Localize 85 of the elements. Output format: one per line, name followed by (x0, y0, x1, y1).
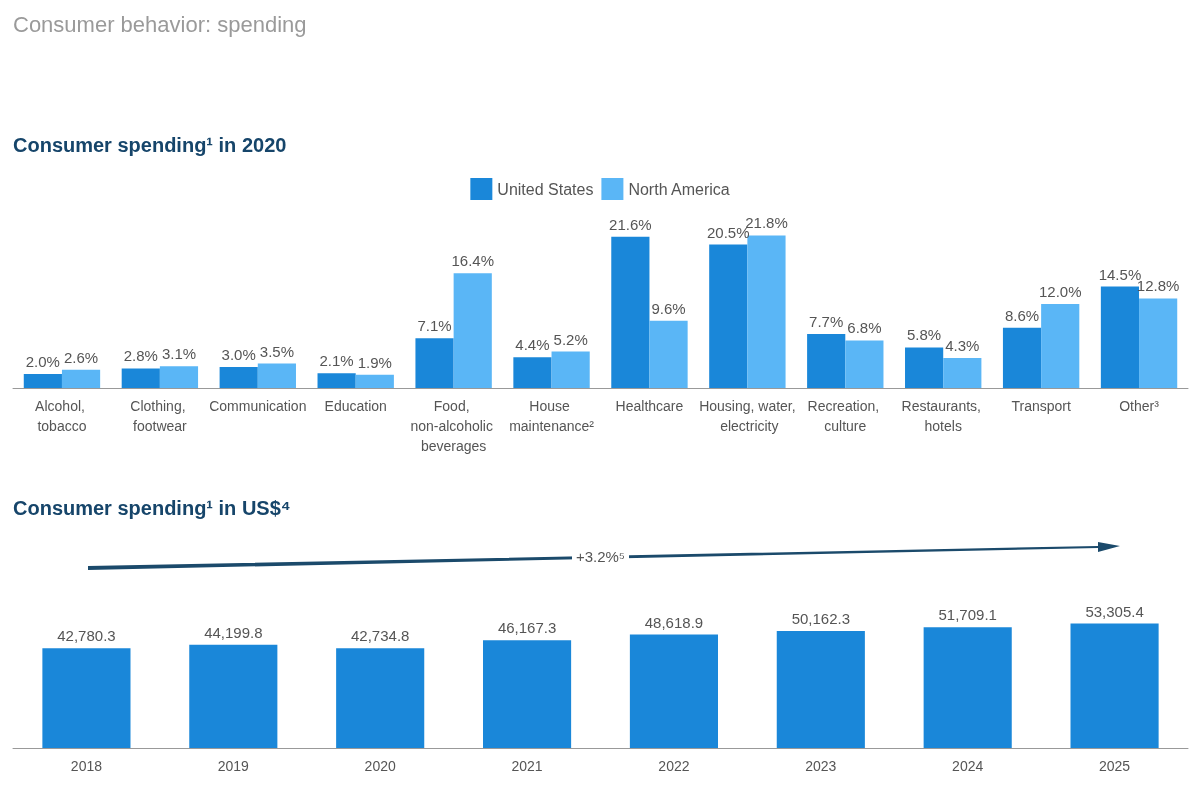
bar (709, 244, 748, 388)
data-label: 46,167.3 (497, 619, 557, 637)
bar (219, 367, 258, 388)
data-label: 44,199.8 (204, 623, 263, 641)
data-label: 4.4% (515, 336, 550, 354)
bar (747, 235, 786, 388)
data-label: 2.8% (123, 347, 158, 365)
x-tick-label: 2020 (364, 758, 396, 774)
x-tick-label: 2022 (658, 758, 690, 774)
data-label: 42,734.8 (350, 627, 410, 645)
data-label: 48,618.9 (644, 613, 704, 631)
x-tick-label: Housing, water, electricity (699, 398, 796, 434)
x-tick-label: 2023 (805, 758, 837, 774)
x-tick-label: Food, non-alcoholic beverages (410, 398, 497, 454)
x-tick-label: Clothing, footwear (130, 398, 190, 434)
bar (1002, 327, 1042, 388)
x-tick-label: Restaurants, hotels (901, 398, 985, 434)
bar (943, 357, 982, 388)
data-label: 7.1% (417, 317, 452, 335)
x-tick-label: Healthcare (615, 398, 684, 414)
x-tick-label: Alcohol, tobacco (35, 398, 89, 434)
bar (23, 374, 62, 388)
bar (551, 351, 590, 388)
bar (649, 320, 688, 388)
x-tick-label: Communication (209, 398, 307, 414)
bar (317, 373, 356, 388)
data-label: 51,709.1 (938, 606, 997, 624)
bar (42, 648, 131, 748)
x-tick-label: 2021 (511, 758, 543, 774)
data-label: 3.0% (221, 346, 256, 363)
bar (513, 357, 552, 388)
data-label: 9.6% (651, 299, 686, 317)
bar (336, 648, 425, 748)
bar (629, 634, 718, 748)
data-label: 2.6% (63, 348, 99, 366)
x-tick-label: 2025 (1098, 758, 1131, 774)
bar (611, 236, 650, 388)
bar (355, 374, 394, 388)
data-label: 4.3% (945, 336, 980, 354)
data-label: 50,162.3 (791, 609, 851, 627)
x-tick-label: Education (324, 398, 387, 414)
bar (121, 368, 160, 388)
x-tick-label: 2018 (70, 758, 103, 774)
bar (159, 366, 199, 388)
legend-label: United States (497, 180, 594, 198)
data-label: 2.0% (25, 353, 60, 370)
x-tick-label: Transport (1011, 398, 1071, 414)
data-label: 21.6% (609, 215, 652, 233)
data-label: 5.8% (907, 326, 942, 344)
bar (905, 347, 944, 388)
data-label: 3.5% (259, 342, 294, 360)
x-tick-label: 2024 (952, 758, 984, 774)
data-label: 53,305.4 (1085, 602, 1144, 620)
text: +3.2%⁵ (571, 548, 630, 565)
bar (415, 338, 454, 388)
bar (483, 640, 572, 748)
x-tick-label: Recreation, culture (807, 398, 884, 434)
x-tick-label: 2019 (217, 758, 250, 774)
bar (257, 363, 296, 388)
x-tick-label: Other³ (1119, 398, 1160, 414)
data-label: 42,780.3 (57, 627, 116, 645)
bar (61, 369, 101, 388)
data-label: 1.9% (357, 353, 392, 371)
data-label: 6.8% (847, 319, 882, 337)
bar (923, 627, 1012, 748)
bar (845, 340, 884, 388)
data-label: 5.2% (553, 330, 588, 348)
bar (1139, 298, 1178, 388)
data-label: 7.7% (809, 313, 844, 331)
bar (1041, 304, 1080, 388)
data-label: 8.6% (1004, 306, 1040, 324)
bar (776, 630, 865, 748)
bar (1070, 623, 1159, 748)
bar (189, 644, 278, 748)
data-label: 3.1% (161, 345, 197, 363)
chart-title: Consumer behavior: spending (13, 11, 307, 37)
data-label: 12.0% (1038, 283, 1082, 300)
bar (807, 334, 846, 388)
chart-subtitle: Consumer spending¹ in 2020 (13, 134, 287, 156)
x-tick-label: House maintenance² (509, 398, 595, 434)
legend-label: North America (628, 180, 730, 198)
bar (453, 273, 492, 388)
chart-title: Consumer spending¹ in US$⁴ (13, 497, 291, 519)
data-label: 16.4% (451, 252, 494, 270)
data-label: 2.1% (319, 352, 354, 370)
